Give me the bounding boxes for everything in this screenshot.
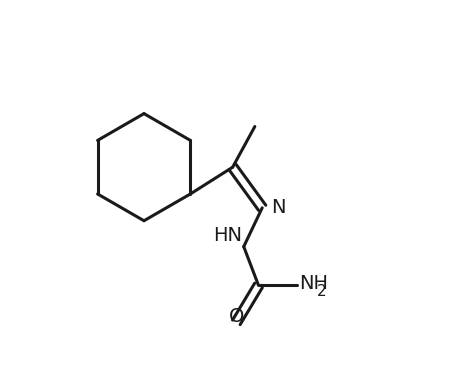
Text: O: O	[229, 307, 244, 326]
Text: N: N	[272, 198, 286, 217]
Text: 2: 2	[317, 284, 326, 299]
Text: NH: NH	[299, 274, 328, 293]
Text: HN: HN	[213, 226, 242, 245]
